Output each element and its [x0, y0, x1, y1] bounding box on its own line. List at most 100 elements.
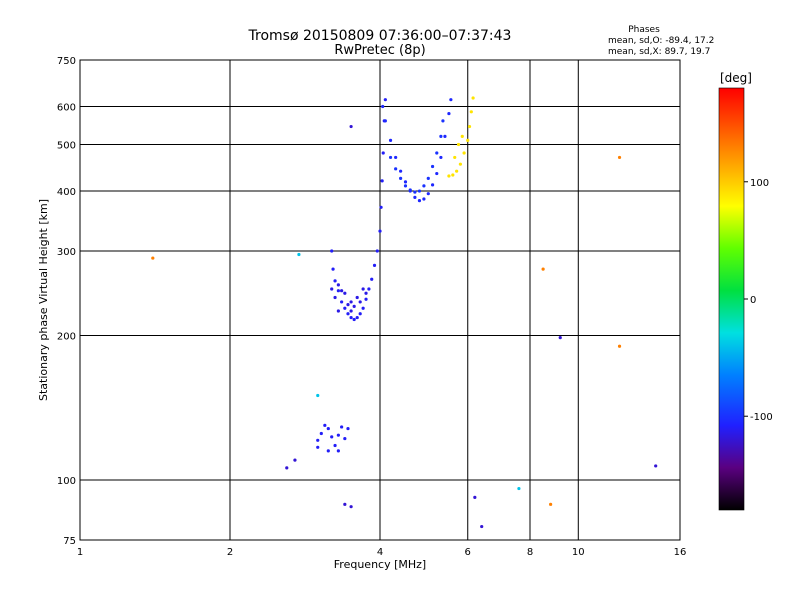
data-point — [355, 295, 359, 300]
axis-ticks: 1 2 4 6 8 10 16 75 100 200 300 400 500 600 750 — [57, 56, 686, 558]
data-point — [326, 426, 330, 431]
data-point — [367, 287, 371, 291]
data-point — [458, 162, 463, 166]
data-point — [346, 302, 350, 307]
data-point — [439, 134, 443, 138]
colorbar — [718, 87, 745, 511]
data-point — [426, 176, 430, 181]
x-tick-label: 2 — [227, 547, 233, 558]
data-point — [447, 174, 451, 178]
data-point — [151, 256, 155, 260]
y-tick-label: 400 — [57, 187, 76, 198]
data-point — [343, 291, 347, 295]
data-point — [383, 98, 387, 102]
plot-frame — [79, 59, 681, 541]
data-point — [346, 312, 350, 316]
data-point — [361, 306, 365, 310]
data-point — [413, 195, 417, 199]
data-point — [375, 249, 379, 253]
data-point — [316, 438, 320, 442]
chart-subtitle: RwPretec (8p) — [334, 43, 425, 58]
data-point — [326, 449, 330, 453]
data-point — [330, 287, 334, 291]
data-point — [297, 252, 301, 257]
data-point — [441, 119, 445, 123]
data-point — [541, 267, 545, 271]
data-point — [388, 138, 393, 142]
data-point — [447, 111, 451, 116]
colorbar-tick-label: 100 — [750, 178, 769, 189]
data-point — [343, 436, 347, 441]
data-point — [388, 155, 393, 160]
colorbar-tick-label: -100 — [750, 412, 773, 423]
y-axis-label: Stationary phase Virtual Height [km] — [37, 199, 50, 401]
data-point — [372, 263, 377, 267]
data-point — [379, 205, 383, 209]
x-tick-label: 4 — [377, 547, 383, 558]
data-point — [399, 169, 403, 173]
data-point — [343, 502, 347, 506]
data-point — [340, 289, 344, 293]
data-point — [435, 151, 439, 155]
data-point — [343, 306, 347, 310]
data-point — [408, 188, 412, 192]
y-tick-label: 500 — [57, 141, 76, 152]
data-point — [361, 287, 365, 291]
data-point — [549, 502, 553, 506]
data-point — [381, 151, 385, 155]
data-point — [340, 300, 344, 304]
phase-info-o: mean, sd,O: -89.4, 17.2 — [608, 36, 714, 46]
data-point — [336, 289, 340, 293]
data-point — [471, 96, 475, 100]
data-point — [430, 183, 435, 187]
data-point — [417, 199, 422, 203]
data-point — [370, 277, 374, 281]
data-point — [331, 267, 335, 271]
data-point — [403, 180, 408, 184]
data-point — [358, 300, 362, 304]
data-point — [435, 171, 439, 176]
data-point — [439, 155, 443, 160]
data-point — [285, 466, 289, 470]
data-point — [403, 184, 408, 188]
x-tick-label: 6 — [465, 547, 471, 558]
data-point — [517, 486, 521, 491]
x-tick-label: 10 — [572, 547, 585, 558]
data-point — [430, 164, 435, 169]
data-point — [336, 433, 340, 437]
data-point — [364, 297, 368, 301]
data-point — [451, 173, 455, 177]
data-point — [333, 443, 337, 448]
data-point — [443, 134, 447, 138]
data-point — [330, 249, 334, 253]
data-point — [349, 315, 353, 320]
data-point — [333, 279, 337, 283]
data-point — [399, 176, 403, 181]
data-point — [473, 495, 477, 500]
data-point — [319, 431, 323, 436]
data-point — [378, 229, 382, 233]
data-point — [336, 309, 340, 313]
data-point — [349, 309, 353, 313]
y-tick-label: 200 — [57, 332, 76, 343]
data-point — [654, 464, 658, 468]
data-point — [364, 291, 368, 295]
data-point — [346, 426, 350, 431]
data-point — [380, 179, 384, 183]
x-tick-label: 16 — [674, 547, 687, 558]
data-point — [455, 169, 459, 173]
data-point — [467, 124, 472, 129]
colorbar-tick-label: 0 — [750, 295, 756, 306]
data-point — [293, 458, 297, 462]
data-points — [151, 96, 658, 529]
data-point — [349, 124, 353, 129]
y-tick-label: 100 — [57, 476, 76, 487]
data-point — [617, 344, 622, 348]
data-point — [466, 138, 470, 142]
data-point — [617, 155, 622, 160]
y-tick-label: 600 — [57, 103, 76, 114]
y-tick-label: 75 — [63, 536, 76, 547]
data-point — [394, 155, 398, 160]
phase-info-x: mean, sd,X: 89.7, 19.7 — [608, 47, 710, 57]
